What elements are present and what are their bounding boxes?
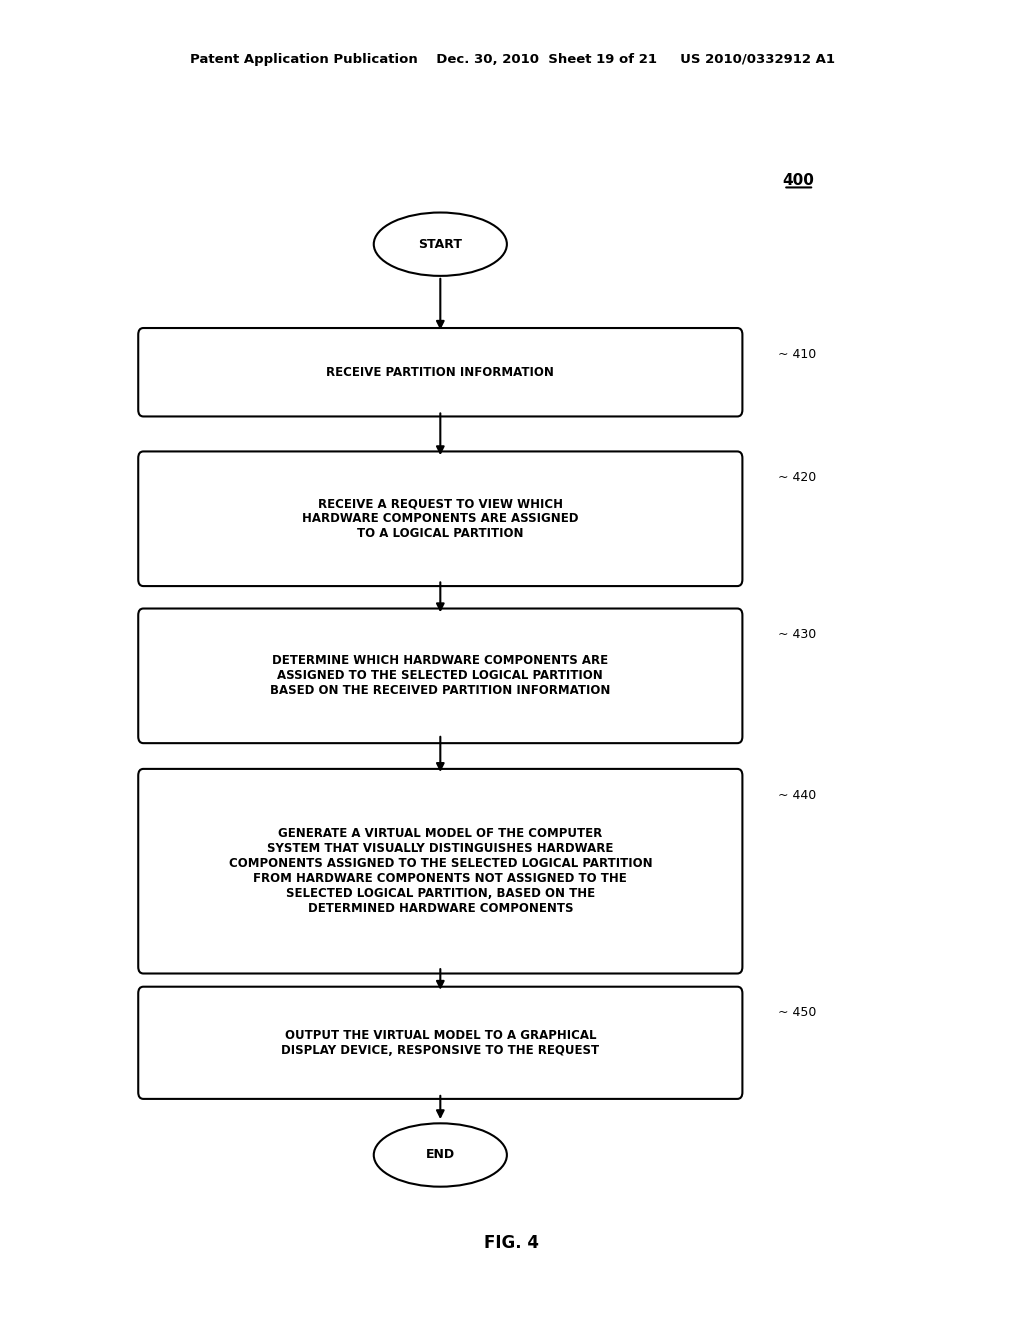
Text: FIG. 4: FIG. 4: [484, 1234, 540, 1253]
FancyBboxPatch shape: [138, 987, 742, 1098]
Text: ~ 450: ~ 450: [778, 1006, 816, 1019]
Text: RECEIVE PARTITION INFORMATION: RECEIVE PARTITION INFORMATION: [327, 366, 554, 379]
Ellipse shape: [374, 213, 507, 276]
FancyBboxPatch shape: [138, 768, 742, 974]
Text: ~ 420: ~ 420: [778, 471, 816, 484]
Text: ~ 410: ~ 410: [778, 348, 816, 360]
Text: DETERMINE WHICH HARDWARE COMPONENTS ARE
ASSIGNED TO THE SELECTED LOGICAL PARTITI: DETERMINE WHICH HARDWARE COMPONENTS ARE …: [270, 655, 610, 697]
Text: GENERATE A VIRTUAL MODEL OF THE COMPUTER
SYSTEM THAT VISUALLY DISTINGUISHES HARD: GENERATE A VIRTUAL MODEL OF THE COMPUTER…: [228, 828, 652, 915]
Text: ~ 440: ~ 440: [778, 788, 816, 801]
Text: END: END: [426, 1148, 455, 1162]
Text: OUTPUT THE VIRTUAL MODEL TO A GRAPHICAL
DISPLAY DEVICE, RESPONSIVE TO THE REQUES: OUTPUT THE VIRTUAL MODEL TO A GRAPHICAL …: [282, 1028, 599, 1057]
FancyBboxPatch shape: [138, 327, 742, 417]
FancyBboxPatch shape: [138, 451, 742, 586]
FancyBboxPatch shape: [138, 609, 742, 743]
Text: ~ 430: ~ 430: [778, 628, 816, 642]
Text: Patent Application Publication    Dec. 30, 2010  Sheet 19 of 21     US 2010/0332: Patent Application Publication Dec. 30, …: [189, 53, 835, 66]
Text: 400: 400: [782, 173, 815, 189]
Ellipse shape: [374, 1123, 507, 1187]
Text: START: START: [419, 238, 462, 251]
Text: RECEIVE A REQUEST TO VIEW WHICH
HARDWARE COMPONENTS ARE ASSIGNED
TO A LOGICAL PA: RECEIVE A REQUEST TO VIEW WHICH HARDWARE…: [302, 498, 579, 540]
